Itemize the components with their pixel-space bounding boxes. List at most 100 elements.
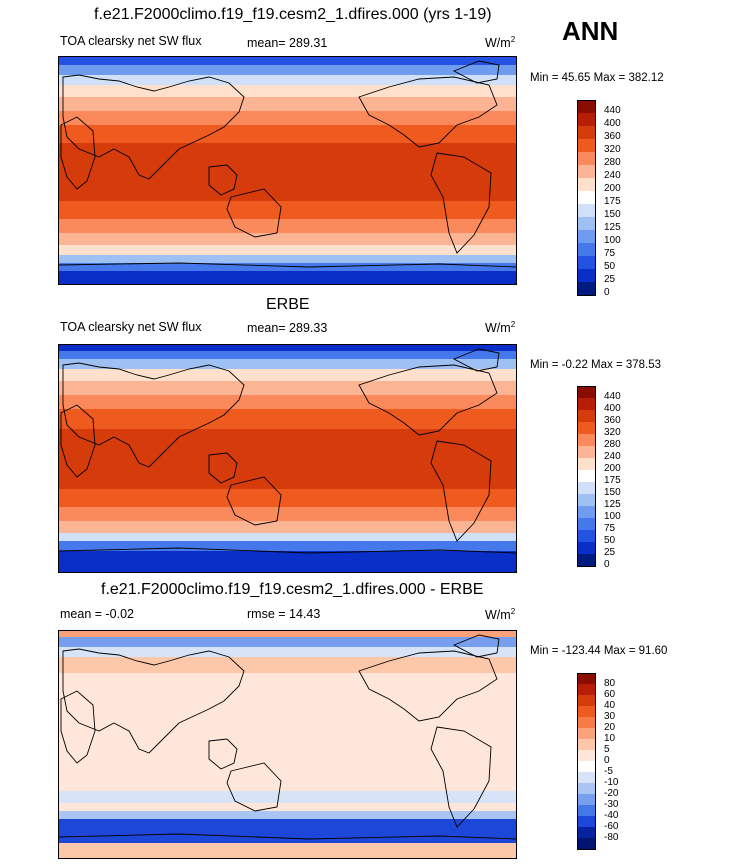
colorbar-cell xyxy=(577,165,596,178)
colorbar-cell xyxy=(577,827,596,838)
band xyxy=(59,541,516,551)
colorbar-label: 75 xyxy=(604,523,616,534)
band xyxy=(59,395,516,409)
colorbar-label: 0 xyxy=(604,559,610,570)
coastline xyxy=(452,348,500,372)
colorbar-label: 240 xyxy=(604,170,621,181)
colorbar-cell xyxy=(577,518,596,530)
band xyxy=(59,429,516,489)
panel2-units: W/m2 xyxy=(485,320,516,336)
panel3-title: f.e21.F2000climo.f19_f19.cesm2_1.dfires.… xyxy=(101,581,484,598)
colorbar-cell xyxy=(577,256,596,269)
colorbar-label: -30 xyxy=(604,799,619,810)
colorbar-label: 125 xyxy=(604,499,621,510)
colorbar-cell xyxy=(577,772,596,783)
band xyxy=(59,381,516,395)
band xyxy=(59,201,516,219)
panel2-mean: mean= 289.33 xyxy=(247,321,328,335)
colorbar-label: -10 xyxy=(604,777,619,788)
coastline xyxy=(62,74,245,180)
coastline xyxy=(226,188,282,238)
colorbar-cell xyxy=(577,750,596,761)
panel1-units: W/m2 xyxy=(485,35,516,51)
coastline xyxy=(430,440,492,542)
colorbar-label: -80 xyxy=(604,832,619,843)
colorbar-label: 320 xyxy=(604,427,621,438)
colorbar-cell xyxy=(577,783,596,794)
colorbar-cell xyxy=(577,673,596,684)
colorbar-cell xyxy=(577,230,596,243)
colorbar-cell xyxy=(577,838,596,850)
colorbar-cell xyxy=(577,761,596,772)
colorbar-cell xyxy=(577,482,596,494)
colorbar-cell xyxy=(577,410,596,422)
colorbar-cell xyxy=(577,684,596,695)
panel2-variable: TOA clearsky net SW flux xyxy=(60,320,202,334)
band xyxy=(59,843,516,858)
colorbar-cell xyxy=(577,113,596,126)
band xyxy=(59,637,516,647)
band xyxy=(59,803,516,811)
panel3-units: W/m2 xyxy=(485,607,516,623)
colorbar-label: 80 xyxy=(604,678,616,689)
panel2-map xyxy=(58,344,517,573)
coastline xyxy=(208,164,238,196)
colorbar-cell xyxy=(577,269,596,282)
colorbar-cell xyxy=(577,100,596,113)
colorbar-label: 360 xyxy=(604,415,621,426)
band xyxy=(59,657,516,673)
band xyxy=(59,65,516,75)
coastline xyxy=(60,116,96,190)
band xyxy=(59,409,516,429)
band xyxy=(59,125,516,143)
band xyxy=(59,97,516,111)
colorbar-label: -20 xyxy=(604,788,619,799)
colorbar-label: 100 xyxy=(604,235,621,246)
coastline xyxy=(452,60,500,84)
colorbar-cell xyxy=(577,398,596,410)
band xyxy=(59,507,516,521)
colorbar-label: 150 xyxy=(604,209,621,220)
colorbar-cell xyxy=(577,152,596,165)
band xyxy=(59,111,516,125)
colorbar-label: 25 xyxy=(604,547,616,558)
colorbar-label: 400 xyxy=(604,403,621,414)
band xyxy=(59,551,516,572)
panel2-title: ERBE xyxy=(266,296,310,313)
colorbar-cell xyxy=(577,204,596,217)
colorbar-cell xyxy=(577,282,596,296)
coastline xyxy=(208,452,238,484)
colorbar-cell xyxy=(577,217,596,230)
colorbar-cell xyxy=(577,434,596,446)
coastline xyxy=(430,726,492,828)
colorbar-label: 240 xyxy=(604,451,621,462)
band xyxy=(59,631,516,637)
colorbar-cell xyxy=(577,191,596,204)
coastline xyxy=(208,738,238,770)
panel1-map xyxy=(58,56,517,285)
band xyxy=(59,489,516,507)
colorbar-cell xyxy=(577,816,596,827)
colorbar-label: 280 xyxy=(604,157,621,168)
coastline xyxy=(59,262,516,268)
coastline xyxy=(59,833,516,840)
colorbar-label: 150 xyxy=(604,487,621,498)
colorbar-label: 280 xyxy=(604,439,621,450)
band xyxy=(59,143,516,201)
colorbar-cell xyxy=(577,695,596,706)
panel1-title: f.e21.F2000climo.f19_f19.cesm2_1.dfires.… xyxy=(94,6,492,23)
colorbar-label: 175 xyxy=(604,475,621,486)
colorbar-label: 50 xyxy=(604,261,616,272)
colorbar-cell xyxy=(577,458,596,470)
panel1-minmax: Min = 45.65 Max = 382.12 xyxy=(530,72,664,84)
colorbar-label: 10 xyxy=(604,733,616,744)
colorbar-label: 0 xyxy=(604,287,610,298)
colorbar-label: -60 xyxy=(604,821,619,832)
band xyxy=(59,245,516,255)
colorbar-cell xyxy=(577,506,596,518)
colorbar-cell xyxy=(577,739,596,750)
colorbar-label: 40 xyxy=(604,700,616,711)
coastline xyxy=(62,362,245,468)
colorbar-label: 360 xyxy=(604,131,621,142)
band xyxy=(59,359,516,369)
